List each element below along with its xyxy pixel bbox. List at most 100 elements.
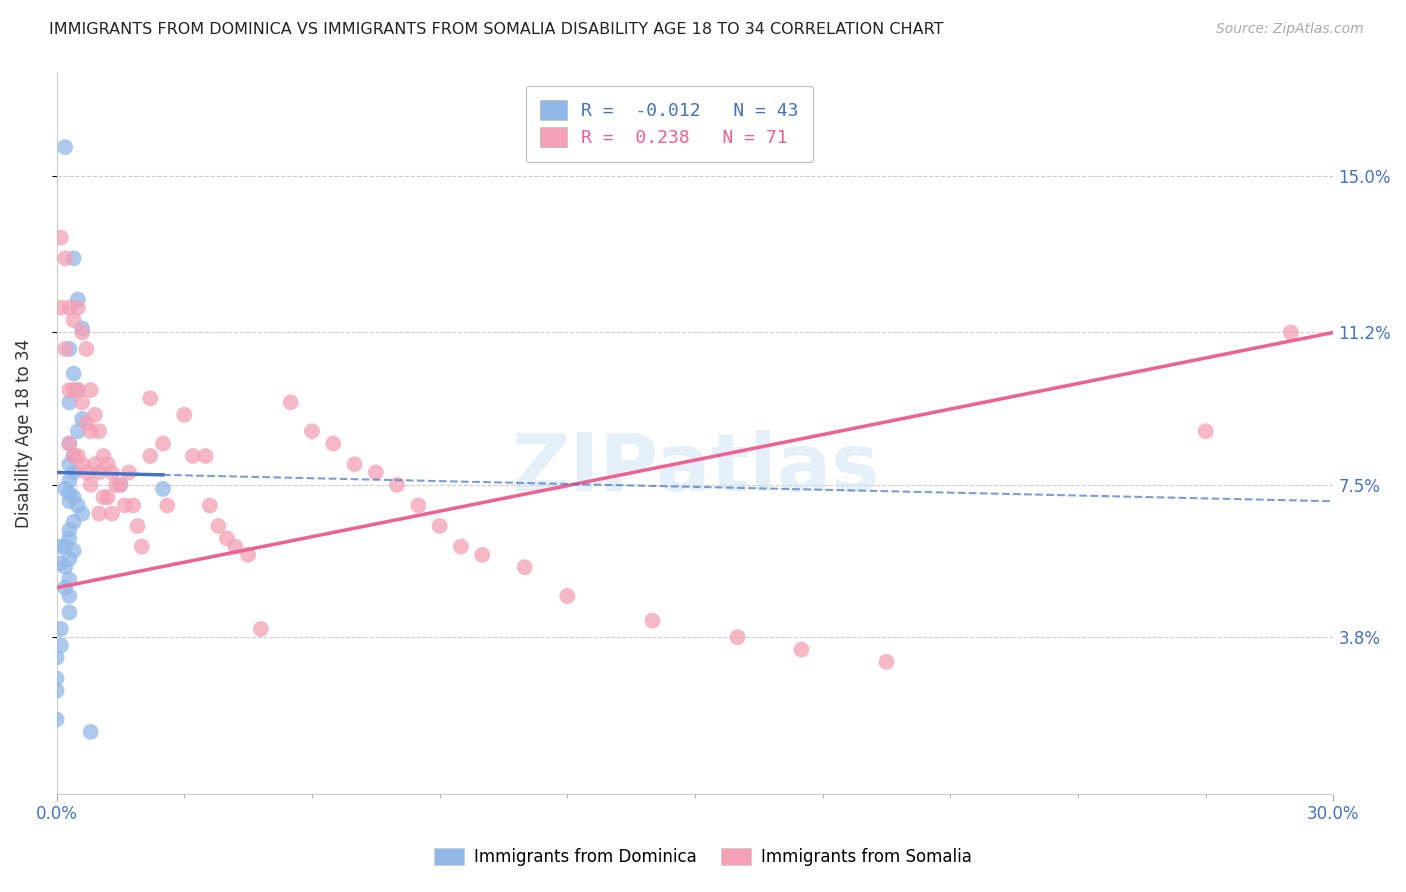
Point — [127, 519, 149, 533]
Point — [122, 499, 145, 513]
Point — [194, 449, 217, 463]
Point — [66, 383, 89, 397]
Point — [408, 499, 430, 513]
Point — [1195, 424, 1218, 438]
Point — [173, 408, 195, 422]
Point — [53, 252, 76, 266]
Point — [58, 573, 80, 587]
Point — [58, 486, 80, 500]
Point — [139, 392, 162, 406]
Point — [79, 383, 101, 397]
Point — [66, 293, 89, 307]
Point — [215, 532, 238, 546]
Point — [58, 342, 80, 356]
Point — [53, 581, 76, 595]
Point — [49, 622, 72, 636]
Point — [53, 140, 76, 154]
Point — [45, 713, 67, 727]
Point — [110, 478, 132, 492]
Point — [79, 424, 101, 438]
Point — [53, 342, 76, 356]
Point — [301, 424, 323, 438]
Point — [557, 589, 579, 603]
Point — [79, 725, 101, 739]
Point — [156, 499, 179, 513]
Point — [70, 412, 93, 426]
Point — [49, 540, 72, 554]
Point — [66, 449, 89, 463]
Point — [89, 466, 111, 480]
Point — [70, 507, 93, 521]
Text: ZIPatlas: ZIPatlas — [510, 430, 879, 508]
Point — [58, 457, 80, 471]
Point — [62, 515, 84, 529]
Point — [66, 301, 89, 315]
Point — [70, 326, 93, 340]
Legend: R =  -0.012   N = 43, R =  0.238   N = 71: R = -0.012 N = 43, R = 0.238 N = 71 — [526, 86, 814, 161]
Point — [84, 457, 107, 471]
Point — [110, 478, 132, 492]
Point — [58, 301, 80, 315]
Point — [1279, 326, 1302, 340]
Point — [58, 436, 80, 450]
Point — [105, 478, 128, 492]
Point — [450, 540, 472, 554]
Point — [322, 436, 344, 450]
Point — [66, 499, 89, 513]
Point — [62, 449, 84, 463]
Point — [53, 560, 76, 574]
Point — [236, 548, 259, 562]
Point — [152, 482, 174, 496]
Point — [49, 301, 72, 315]
Point — [70, 395, 93, 409]
Y-axis label: Disability Age 18 to 34: Disability Age 18 to 34 — [15, 339, 32, 528]
Point — [53, 482, 76, 496]
Point — [513, 560, 536, 574]
Point — [53, 540, 76, 554]
Point — [101, 507, 124, 521]
Point — [101, 466, 124, 480]
Point — [62, 313, 84, 327]
Point — [49, 556, 72, 570]
Point — [250, 622, 273, 636]
Point — [429, 519, 451, 533]
Point — [45, 650, 67, 665]
Point — [114, 499, 136, 513]
Point — [75, 466, 97, 480]
Point — [58, 523, 80, 537]
Point — [181, 449, 204, 463]
Point — [58, 494, 80, 508]
Point — [97, 457, 120, 471]
Point — [62, 543, 84, 558]
Point — [58, 532, 80, 546]
Point — [58, 395, 80, 409]
Point — [97, 490, 120, 504]
Text: Source: ZipAtlas.com: Source: ZipAtlas.com — [1216, 22, 1364, 37]
Point — [45, 683, 67, 698]
Point — [89, 507, 111, 521]
Point — [364, 466, 387, 480]
Point — [876, 655, 898, 669]
Point — [58, 383, 80, 397]
Point — [62, 449, 84, 463]
Point — [66, 383, 89, 397]
Point — [152, 436, 174, 450]
Point — [45, 671, 67, 685]
Point — [66, 424, 89, 438]
Point — [343, 457, 366, 471]
Point — [58, 436, 80, 450]
Point — [224, 540, 246, 554]
Point — [62, 490, 84, 504]
Point — [790, 642, 813, 657]
Point — [62, 466, 84, 480]
Point — [385, 478, 408, 492]
Point — [118, 466, 141, 480]
Point — [49, 639, 72, 653]
Point — [75, 342, 97, 356]
Legend: Immigrants from Dominica, Immigrants from Somalia: Immigrants from Dominica, Immigrants fro… — [427, 841, 979, 873]
Point — [70, 321, 93, 335]
Point — [727, 630, 749, 644]
Point — [79, 478, 101, 492]
Point — [58, 474, 80, 488]
Point — [58, 589, 80, 603]
